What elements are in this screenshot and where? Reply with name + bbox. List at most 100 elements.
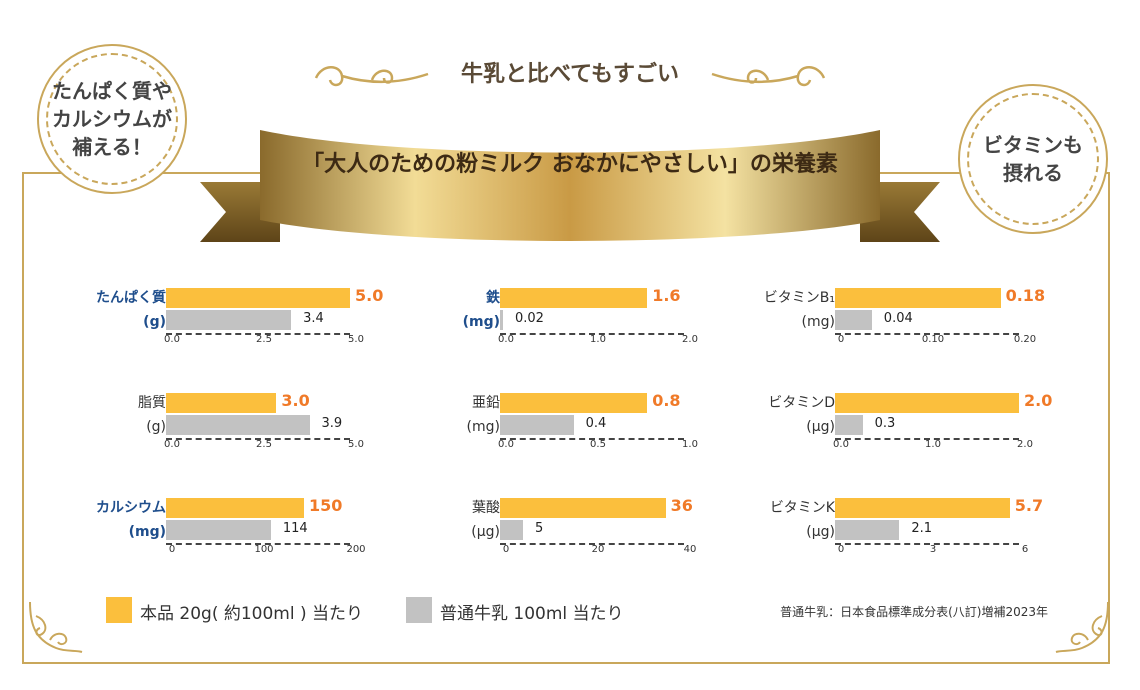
tick-label: 3 [929, 544, 937, 555]
chart-panel-iron: 鉄 (mg) 1.6 0.02 0.0 1.0 2.0 [350, 286, 698, 376]
tick-label: 0.5 [590, 439, 606, 450]
nutrient-label: カルシウム (mg) [26, 496, 166, 544]
legend-label-milk: 普通牛乳 100ml 当たり [440, 604, 624, 624]
nutrient-unit: (mg) [801, 314, 835, 330]
value-label-product: 36 [670, 496, 693, 515]
nutrient-name: ビタミンB₁ [763, 290, 835, 306]
value-label-milk: 0.04 [883, 311, 913, 326]
tick-label: 0.20 [1013, 334, 1037, 345]
chart-panel-vitamin-b1: ビタミンB₁ (mg) 0.18 0.04 0 0.10 0.20 [685, 286, 1045, 376]
source-note: 普通牛乳：日本食品標準成分表(八訂)増補2023年 [780, 605, 1048, 619]
nutrient-unit: (μg) [806, 524, 835, 540]
nutrient-name: 鉄 [486, 290, 500, 306]
nutrient-label: 鉄 (mg) [360, 286, 500, 334]
value-label-product: 150 [309, 496, 343, 515]
value-label-milk: 3.9 [321, 416, 343, 431]
tick-label: 2.0 [682, 334, 698, 345]
nutrient-label: 葉酸 (μg) [360, 496, 500, 544]
flourish-ornament-left [314, 66, 429, 87]
x-axis-line [500, 543, 684, 545]
flourish-ornament-bottom-left [29, 601, 83, 653]
nutrient-label: ビタミンD (μg) [695, 391, 835, 439]
chart-panel-zinc: 亜鉛 (mg) 0.8 0.4 0.0 0.5 1.0 [350, 391, 698, 481]
nutrient-name: カルシウム [96, 500, 166, 516]
legend-swatch-product [106, 597, 132, 623]
tick-label: 0 [837, 544, 845, 555]
tick-label: 0 [168, 544, 176, 555]
bar-milk [166, 520, 271, 540]
value-label-product: 5.7 [1014, 496, 1044, 515]
tick-label: 5.0 [348, 334, 364, 345]
tick-label: 5.0 [348, 439, 364, 450]
flourish-ornament-bottom-right [1055, 601, 1109, 653]
bar-product [835, 288, 1001, 308]
medal-badge-left: たんぱく質や カルシウムが 補える！ [37, 44, 187, 194]
x-axis-line [835, 543, 1019, 545]
tick-label: 0.0 [164, 334, 180, 345]
bar-milk [835, 310, 872, 330]
nutrient-unit: (mg) [128, 524, 166, 540]
value-label-product: 0.8 [652, 391, 681, 410]
nutrient-name: 葉酸 [472, 500, 500, 516]
tick-label: 6 [1021, 544, 1029, 555]
legend-label-product: 本品 20g( 約100ml ) 当たり [140, 604, 364, 624]
nutrient-unit: (μg) [471, 524, 500, 540]
bar-product [166, 393, 277, 413]
bar-milk [500, 415, 574, 435]
chart-panel-calcium: カルシウム (mg) 150 114 0 100 200 [16, 496, 366, 586]
tick-label: 1.0 [925, 439, 941, 450]
nutrient-unit: (mg) [466, 419, 500, 435]
value-label-milk: 114 [282, 521, 308, 536]
bar-product [835, 393, 1019, 413]
bar-product [500, 288, 648, 308]
legend-swatch-milk [406, 597, 432, 623]
tick-label: 1.0 [682, 439, 698, 450]
medal-dashed-ring [967, 93, 1099, 225]
tick-label: 2.5 [256, 439, 272, 450]
bar-product [835, 498, 1010, 518]
nutrient-unit: (μg) [806, 419, 835, 435]
tick-label: 0.0 [833, 439, 849, 450]
nutrient-unit: (g) [143, 314, 166, 330]
medal-dashed-ring [46, 53, 178, 185]
x-axis-line [166, 438, 350, 440]
chart-panel-fat: 脂質 (g) 3.0 3.9 0.0 2.5 5.0 [16, 391, 364, 481]
value-label-milk: 0.3 [874, 416, 896, 431]
value-label-product: 1.6 [652, 286, 681, 305]
nutrient-label: ビタミンK (μg) [695, 496, 835, 544]
bar-product [166, 498, 304, 518]
value-label-milk: 5 [535, 521, 544, 536]
tick-label: 200 [346, 544, 366, 555]
medal-left-text: たんぱく質や カルシウムが 補える！ [52, 79, 172, 159]
tick-label: 20 [591, 544, 605, 555]
x-axis-line [166, 543, 350, 545]
nutrient-label: 亜鉛 (mg) [360, 391, 500, 439]
nutrient-name: 亜鉛 [472, 395, 500, 411]
tick-label: 0.0 [164, 439, 180, 450]
tick-label: 1.0 [590, 334, 606, 345]
nutrient-name: ビタミンD [768, 395, 835, 411]
bar-product [166, 288, 350, 308]
gold-ribbon-banner [200, 130, 940, 242]
flourish-ornament-right [711, 66, 826, 87]
nutrient-name: 脂質 [138, 395, 166, 411]
nutrient-unit: (g) [146, 419, 166, 435]
value-label-product: 0.18 [1005, 286, 1046, 305]
tick-label: 0 [502, 544, 510, 555]
bar-milk [166, 310, 292, 330]
bar-milk [500, 310, 503, 330]
value-label-product: 2.0 [1024, 391, 1053, 410]
tick-label: 0 [837, 334, 845, 345]
bar-milk [835, 520, 900, 540]
x-axis-line [835, 438, 1019, 440]
x-axis-line [835, 333, 1019, 335]
nutrient-name: ビタミンK [769, 500, 835, 516]
ribbon-title: 「大人のための粉ミルク おなかにやさしい」の栄養素 [302, 151, 838, 177]
bar-milk [500, 520, 523, 540]
bar-milk [166, 415, 310, 435]
tick-label: 2.5 [256, 334, 272, 345]
nutrient-unit: (mg) [462, 314, 500, 330]
bar-product [500, 393, 648, 413]
chart-panel-vitamin-k: ビタミンK (μg) 5.7 2.1 0 3 6 [685, 496, 1043, 586]
x-axis-line [500, 438, 684, 440]
